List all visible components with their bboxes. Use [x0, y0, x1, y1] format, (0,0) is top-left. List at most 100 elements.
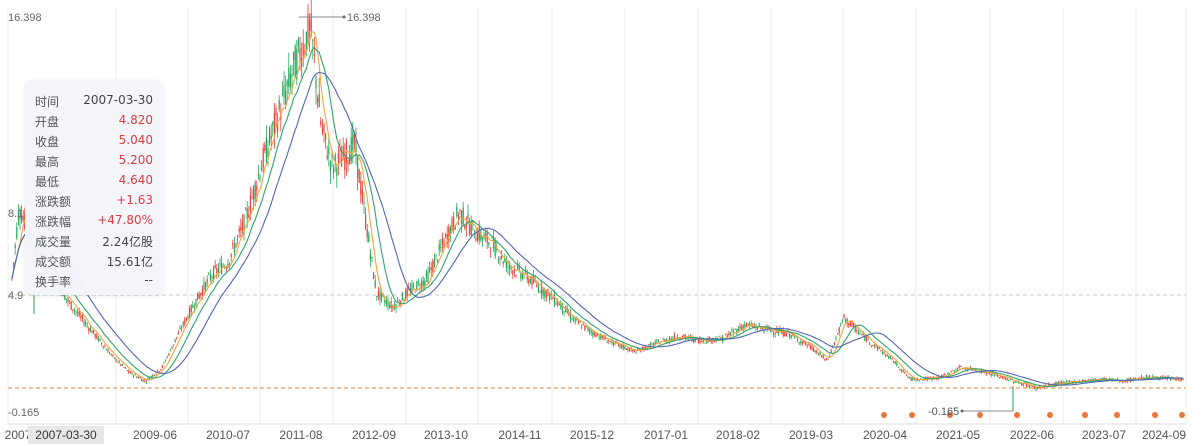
candle-body: [416, 281, 418, 291]
tooltip-row: 成交额 15.61亿: [35, 253, 153, 271]
candle-body: [323, 124, 325, 134]
candle-body: [120, 364, 122, 366]
candle-body: [944, 373, 946, 376]
candle-body: [928, 377, 930, 378]
candle-body: [913, 378, 915, 379]
candle-body: [489, 250, 491, 252]
candle-body: [107, 349, 109, 353]
candle-body: [960, 366, 962, 367]
candle-body: [13, 262, 15, 264]
candle-body: [635, 352, 637, 354]
candle-body: [606, 342, 608, 344]
candle-body: [110, 353, 112, 355]
tooltip-row: 开盘 4.820: [35, 113, 153, 131]
candle-body: [742, 324, 744, 330]
candle-body: [667, 340, 669, 341]
candle-body: [1062, 382, 1064, 383]
candle-body: [625, 348, 627, 350]
candle-body: [880, 350, 882, 352]
candle-body: [753, 325, 755, 327]
candle-body: [1158, 379, 1160, 381]
candle-body: [453, 215, 455, 230]
candle-body: [517, 265, 519, 269]
candle-body: [721, 335, 723, 342]
candle-body: [1152, 375, 1154, 377]
candle-body: [155, 373, 157, 375]
candle-body: [248, 214, 250, 218]
tooltip-value: 4.640: [118, 173, 153, 187]
candle-body: [1182, 379, 1184, 381]
candle-body: [137, 377, 139, 379]
candle-body: [745, 322, 747, 327]
candle-body: [526, 273, 528, 280]
candle-body: [357, 156, 359, 179]
candle-body: [141, 379, 143, 381]
candle-body: [377, 291, 379, 298]
candle-body: [555, 303, 557, 305]
candle-body: [302, 43, 304, 56]
candle-body: [862, 333, 864, 335]
candle-body: [91, 331, 93, 334]
candle-body: [352, 132, 354, 151]
candle-body: [574, 317, 576, 322]
candle-body: [678, 338, 680, 340]
min-annotation-dot: [960, 409, 964, 413]
candle-body: [139, 377, 141, 379]
candle-body: [97, 337, 99, 341]
event-marker-dot: [1152, 412, 1158, 418]
tooltip-label: 最低: [35, 175, 60, 189]
candle-body: [907, 376, 909, 378]
candle-body: [734, 329, 736, 330]
candle-body: [406, 288, 408, 297]
candle-body: [105, 349, 107, 351]
candle-body: [1091, 379, 1093, 381]
candle-body: [451, 218, 453, 230]
max-annotation-dot: [342, 15, 346, 19]
candle-body: [904, 371, 906, 373]
candle-body: [216, 267, 218, 273]
candle-body: [765, 325, 767, 327]
candle-body: [819, 352, 821, 356]
candle-body: [69, 301, 71, 303]
event-marker-dot: [909, 412, 915, 418]
candle-body: [793, 335, 795, 337]
candle-body: [93, 330, 95, 334]
candle-body: [67, 298, 69, 302]
candle-body: [798, 342, 800, 344]
candle-body: [1032, 386, 1034, 387]
y-label-mid-1: 8.1: [8, 208, 23, 220]
candle-body: [369, 253, 371, 261]
candle-body: [920, 378, 922, 380]
candle-body: [814, 350, 816, 352]
candle-body: [129, 371, 131, 374]
candle-body: [336, 167, 338, 177]
candle-body: [152, 374, 154, 377]
x-tick-label: 2013-10: [424, 428, 468, 442]
candle-body: [339, 150, 341, 152]
candle-body: [171, 347, 173, 350]
candle-body: [16, 227, 18, 239]
candle-body: [1128, 378, 1130, 380]
event-marker-dot: [1114, 412, 1120, 418]
candle-body: [22, 216, 24, 220]
candle-body: [301, 57, 303, 68]
candle-body: [387, 300, 389, 307]
candle-body: [827, 359, 829, 361]
candle-body: [478, 226, 480, 241]
candle-body: [229, 263, 231, 265]
candle-body: [305, 31, 307, 53]
candle-body: [494, 240, 496, 257]
candle-body: [192, 305, 194, 308]
candle-body: [195, 298, 197, 306]
candle-body: [966, 368, 968, 371]
candle-body: [1169, 378, 1171, 381]
candle-body: [840, 323, 842, 325]
candle-body: [725, 334, 727, 336]
candle-body: [173, 344, 175, 346]
candle-body: [125, 367, 127, 369]
candle-body: [94, 334, 96, 338]
candle-body: [537, 285, 539, 292]
candle-body: [467, 213, 469, 219]
candle-body: [214, 265, 216, 268]
